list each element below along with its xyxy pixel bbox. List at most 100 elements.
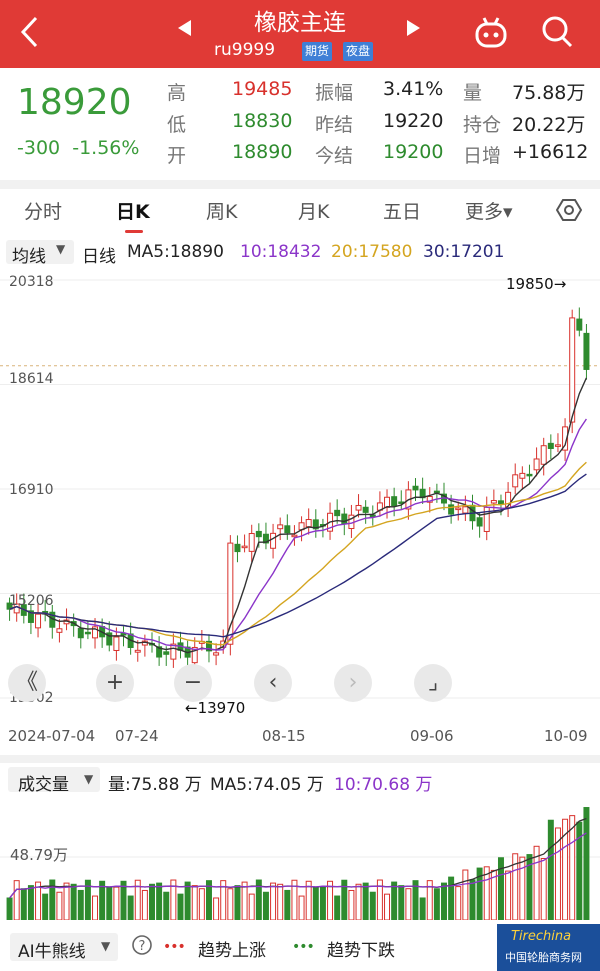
candle-body [426,496,433,503]
ma30-value: 30:17201 [423,242,505,262]
watermark-logo: Tirechina 中国轮胎商务网 [497,924,600,971]
chart-settings-button[interactable] [555,197,583,227]
candle-body [205,640,212,652]
candle-body [497,500,504,505]
volume-bar [319,886,326,921]
candle-body [120,633,127,636]
oi-label: 持仓 [463,114,502,136]
volume-bar [298,895,305,921]
amp-label: 振幅 [315,82,354,104]
watermark-text-top: Tirechina [511,929,572,944]
candle-body [191,646,198,664]
ma10-line [9,418,587,651]
candle-body [554,444,561,447]
volume-bar [547,819,554,921]
volume-bar [262,891,269,921]
candle-body [284,525,291,534]
scroll-right-button[interactable]: › [334,664,372,702]
caret-down-icon: ▼ [56,242,66,256]
candle-body [334,509,341,517]
change-pct: -1.56% [72,137,140,159]
prev-contract-button[interactable] [176,18,192,44]
tab-more[interactable]: 更多▾ [465,201,513,223]
volume-bar [13,880,20,921]
volume-bar [141,889,148,921]
volume-bar [113,886,120,921]
zoom-out-fast-button[interactable]: 《 [8,664,46,702]
volume-bar [42,893,49,921]
low-annotation: ←13970 [185,699,246,717]
next-contract-button[interactable] [406,18,422,44]
tab-daily-k[interactable]: 日K [116,201,150,223]
search-button[interactable] [540,14,574,54]
vol-value: 75.88万 [512,82,586,104]
volume-chart[interactable]: 48.79万 [0,795,600,921]
scroll-left-button[interactable]: ‹ [254,664,292,702]
robot-icon [475,17,507,48]
volume-bar [27,885,34,921]
volume-bar [362,882,369,921]
open-value: 18890 [232,141,293,163]
candle-body [255,530,262,538]
x-tick-4: 09-06 [410,727,454,745]
tab-five-day[interactable]: 五日 [383,201,422,223]
volume-value: 量:75.88 万 [108,775,202,795]
volume-bar [355,883,362,921]
kline-chart[interactable]: 20318 18614 16910 15206 13502 19850→ ←13… [0,266,600,717]
tab-intraday[interactable]: 分时 [24,201,63,223]
preclose-label: 昨结 [315,114,354,136]
preclose-value: 19220 [383,110,444,132]
volume-mode-select[interactable] [8,767,100,792]
fullscreen-button[interactable]: ⌟ [414,664,452,702]
volume-bar [63,882,70,921]
volume-bar [469,879,476,921]
candle-body [512,474,519,488]
candle-body [227,542,234,645]
ma-period: 日线 [82,247,116,267]
volume-bar [191,885,198,921]
tab-weekly-k[interactable]: 周K [206,201,238,223]
ma5-value: MA5:18890 [127,242,224,262]
header-bar: 橡胶主连 ru9999 期货 夜盘 [0,0,600,68]
high-label: 高 [167,82,187,104]
candle-body [540,445,547,465]
y-tick-3: 16910 [9,482,54,498]
candle-body [134,649,141,653]
night-tag: 夜盘 [343,42,374,61]
candle-body [476,517,483,527]
volume-bar [127,895,134,921]
inc-label: 日增 [463,145,502,167]
volume-bar [384,893,391,921]
volume-ma5: MA5:74.05 万 [210,775,324,795]
candle-body [355,504,362,511]
candle-body [391,496,398,507]
volume-bar [234,885,241,921]
volume-bar [248,893,255,921]
candle-body [312,519,319,530]
candle-body [569,317,576,423]
volume-bar [241,881,248,921]
oi-value: 20.22万 [512,114,586,136]
candle-body [113,636,120,651]
divider [0,180,600,189]
ai-mode-select[interactable] [10,933,118,961]
zoom-out-button[interactable]: − [174,664,212,702]
volume-bar [433,888,440,921]
candle-body [576,318,583,331]
down-dots-icon: ••• [292,939,315,955]
zoom-in-button[interactable]: + [96,664,134,702]
robot-button[interactable] [473,14,509,54]
ma-mode-select[interactable] [6,240,74,264]
volume-bar [583,807,590,921]
candle-body [277,524,284,530]
last-price: 18920 [17,82,132,123]
back-button[interactable] [18,10,40,65]
tab-monthly-k[interactable]: 月K [298,201,330,223]
volume-y-tick: 48.79万 [10,846,68,864]
help-button[interactable]: ? [131,934,153,960]
volume-bar [284,889,291,921]
volume-bar [177,893,184,921]
period-tabs: 分时 日K 周K 月K 五日 更多▾ [0,189,600,233]
candle-body [35,613,42,629]
volume-bar [198,888,205,921]
